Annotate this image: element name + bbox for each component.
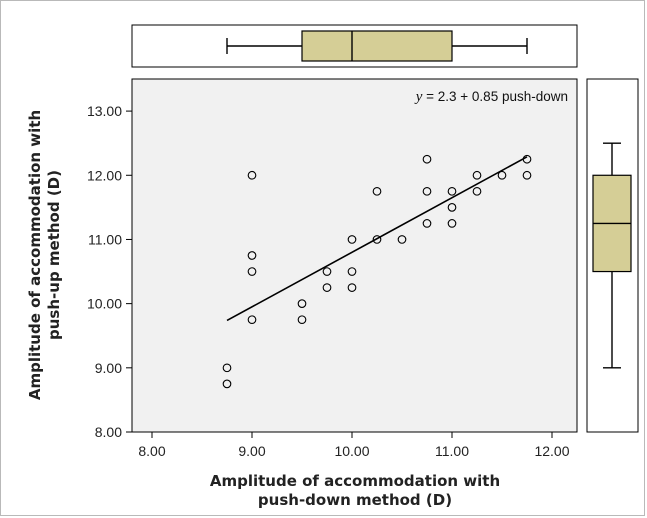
scatter-point [297, 315, 307, 325]
scatter-point [347, 267, 357, 276]
y-tick-label: 8.00 [95, 424, 122, 440]
scatter-point [222, 379, 232, 389]
equation-text: = 2.3 + 0.85 push-down [422, 89, 568, 104]
scatter-point [447, 219, 457, 228]
scatter-point [472, 186, 482, 196]
y-axis: 8.00 9.00 10.00 11.00 12.00 13.00 [87, 103, 132, 440]
regression-line [226, 156, 528, 322]
x-tick-label: 11.00 [435, 443, 469, 459]
regression-equation: y = 2.3 + 0.85 push-down [414, 89, 568, 105]
scatter-point [322, 283, 332, 292]
x-axis: 8.00 9.00 10.00 11.00 12.00 [138, 432, 570, 459]
x-tick-label: 12.00 [534, 443, 569, 459]
top-boxplot [226, 30, 528, 62]
plot-area [131, 78, 578, 433]
scatter-point [247, 170, 257, 180]
scatter-point [247, 267, 257, 276]
scatter-point [247, 251, 257, 260]
scatter-points [222, 154, 532, 389]
y-tick-label: 9.00 [95, 360, 122, 376]
scatter-point [247, 315, 257, 325]
regression-line-group [226, 156, 528, 322]
scatter-point [422, 219, 432, 228]
equation-variable: y [414, 89, 423, 105]
scatter-point [372, 235, 382, 244]
scatter-point [397, 235, 407, 244]
y-axis-title-line-1: Amplitude of accommodation with [26, 110, 44, 400]
y-axis-title-line-2: push-up method (D) [45, 170, 63, 340]
y-tick-label: 10.00 [87, 296, 122, 312]
x-tick-label: 9.00 [238, 443, 265, 459]
scatter-point [347, 235, 357, 244]
top-box-iqr [301, 30, 453, 62]
x-axis-title-line-1: Amplitude of accommodation with [210, 472, 500, 490]
scatter-point [222, 363, 232, 373]
scatter-point [447, 203, 457, 212]
scatter-point [472, 170, 482, 180]
scatter-point [447, 186, 457, 196]
scatter-point [372, 186, 382, 196]
x-axis-title-line-2: push-down method (D) [258, 491, 452, 509]
scatter-point [422, 186, 432, 196]
scatter-point [297, 299, 307, 308]
x-tick-label: 8.00 [138, 443, 165, 459]
scatter-point [522, 170, 532, 180]
scatter-point [522, 154, 532, 164]
scatter-point [322, 267, 332, 276]
y-tick-label: 11.00 [88, 231, 122, 247]
y-tick-label: 12.00 [87, 167, 122, 183]
right-boxplot [592, 142, 632, 369]
x-tick-label: 10.00 [334, 443, 369, 459]
scatter-point [347, 283, 357, 292]
scatter-point [422, 154, 432, 164]
y-tick-label: 13.00 [87, 103, 122, 119]
scatter-point [497, 170, 507, 180]
